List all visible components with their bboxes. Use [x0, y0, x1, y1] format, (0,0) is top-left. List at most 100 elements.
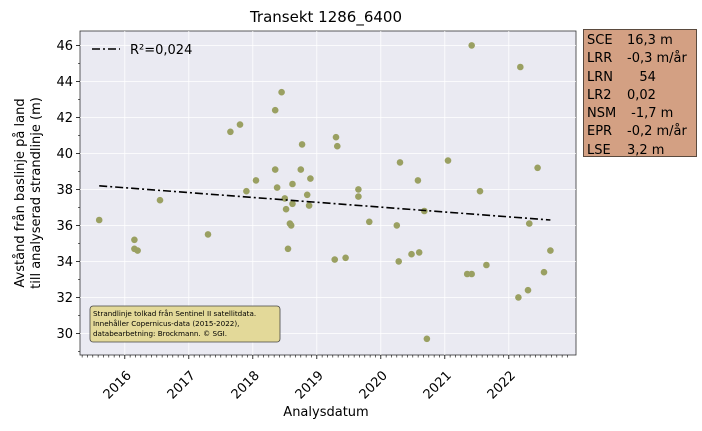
- data-point: [408, 250, 415, 258]
- data-point: [331, 256, 339, 263]
- y-axis: 30 32 34 36 38 40 42 44 46: [56, 39, 80, 352]
- data-point: [204, 231, 212, 238]
- data-point: [483, 261, 490, 269]
- stat-row-lr2: LR2 0,02: [587, 87, 696, 105]
- y-tick-label: 44: [56, 75, 73, 90]
- statistics-box: SCE 16,3 m LRR -0,3 m/år LRN 54 LR2 0,02 NS…: [583, 29, 697, 160]
- data-point: [305, 202, 313, 209]
- y-axis-label-line: till analyserad strandlinje (m): [29, 97, 44, 289]
- stat-row-lse: LSE 3,2 m: [587, 142, 696, 160]
- stat-key: EPR: [587, 124, 613, 140]
- data-point: [307, 175, 314, 182]
- source-note-box: [89, 305, 281, 343]
- stat-value: 16,3 m: [627, 33, 673, 48]
- stat-key: LR2: [587, 87, 612, 103]
- data-point: [517, 63, 524, 71]
- stat-key: LSE: [587, 142, 611, 158]
- source-note: Strandlinje tolkad från Sentinel II sate…: [89, 305, 281, 343]
- data-point: [534, 164, 541, 172]
- x-axis-label: Analysdatum: [283, 405, 368, 420]
- y-tick-label: 46: [56, 39, 73, 54]
- x-axis: 2016 2017 2018 2019 2020 2021 2022: [81, 355, 568, 402]
- data-point: [355, 193, 362, 200]
- stat-value: 3,2 m: [627, 142, 665, 158]
- data-point: [342, 254, 349, 262]
- stat-row-sce: SCE 16,3 m: [587, 32, 696, 50]
- data-point: [287, 222, 295, 229]
- x-tick-label: 2021: [421, 368, 455, 402]
- stat-key: SCE: [587, 33, 613, 48]
- data-point: [355, 186, 362, 193]
- data-point: [393, 222, 401, 229]
- x-tick-label: 2016: [101, 368, 135, 402]
- data-point: [468, 42, 475, 49]
- y-tick-label: 34: [56, 255, 73, 270]
- data-point: [303, 191, 311, 199]
- data-point: [415, 249, 423, 256]
- plot-area: [79, 30, 577, 356]
- data-point: [395, 258, 403, 265]
- data-points: [95, 42, 554, 343]
- x-tick-label: 2019: [293, 368, 327, 402]
- data-point: [365, 218, 373, 226]
- data-point: [476, 187, 484, 195]
- data-point: [332, 133, 340, 141]
- stat-row-lrr: LRR -0,3 m/år: [587, 50, 696, 68]
- stat-value: -1,7 m: [627, 106, 674, 122]
- data-point: [227, 128, 234, 136]
- y-tick-label: 32: [56, 291, 73, 306]
- grid-lines: [80, 31, 576, 355]
- data-point: [547, 247, 554, 254]
- data-point: [396, 159, 404, 166]
- data-point: [468, 270, 475, 278]
- stat-row-nsm: NSM -1,7 m: [587, 105, 696, 123]
- data-point: [95, 216, 103, 224]
- y-tick-label: 30: [56, 327, 73, 342]
- data-point: [284, 245, 292, 253]
- stat-row-epr: EPR -0,2 m/år: [587, 123, 696, 141]
- y-tick-label: 36: [56, 219, 73, 234]
- data-point: [236, 121, 244, 128]
- data-point: [282, 205, 290, 213]
- legend-label: R²=0,024: [130, 43, 192, 58]
- data-point: [515, 294, 522, 301]
- stat-value: -0,2 m/år: [627, 124, 687, 140]
- y-tick-label: 40: [56, 147, 73, 162]
- data-point: [131, 236, 138, 244]
- data-point: [134, 247, 141, 254]
- x-tick-label: 2022: [485, 368, 519, 402]
- data-point: [297, 166, 305, 173]
- trend-line: [99, 185, 551, 221]
- y-tick-label: 38: [56, 183, 73, 198]
- data-point: [289, 180, 296, 188]
- y-axis-label-line: Avstånd från baslinje på land: [13, 98, 28, 287]
- data-point: [525, 220, 533, 227]
- data-point: [278, 88, 285, 96]
- data-point: [414, 177, 422, 184]
- source-note-line: databearbetning: Brockmann. © SGI.: [93, 329, 227, 338]
- data-point: [271, 106, 279, 114]
- stat-value: -0,3 m/år: [627, 51, 687, 67]
- stat-value: 54: [627, 69, 656, 85]
- source-note-line: Strandlinje tolkad från Sentinel II sate…: [93, 309, 256, 318]
- data-point: [540, 268, 548, 276]
- data-point: [156, 196, 164, 204]
- legend: R²=0,024: [92, 43, 192, 58]
- stat-value: 0,02: [627, 87, 656, 103]
- data-point: [243, 187, 250, 195]
- data-point: [423, 335, 431, 343]
- x-tick-label: 2017: [165, 368, 199, 402]
- stat-key: LRN: [587, 69, 613, 85]
- source-note-line: Innehåller Copernicus-data (2015-2022),: [93, 319, 239, 328]
- y-axis-label: Avstånd från baslinje på land till analy…: [13, 97, 44, 289]
- data-point: [524, 286, 532, 294]
- data-point: [252, 177, 260, 184]
- y-tick-label: 42: [56, 111, 73, 126]
- stat-row-lrn: LRN 54: [587, 69, 696, 87]
- data-point: [273, 184, 281, 191]
- data-point: [333, 142, 341, 150]
- chart-title: Transekt 1286_6400: [249, 8, 402, 27]
- data-point: [298, 141, 306, 148]
- data-point: [289, 200, 296, 208]
